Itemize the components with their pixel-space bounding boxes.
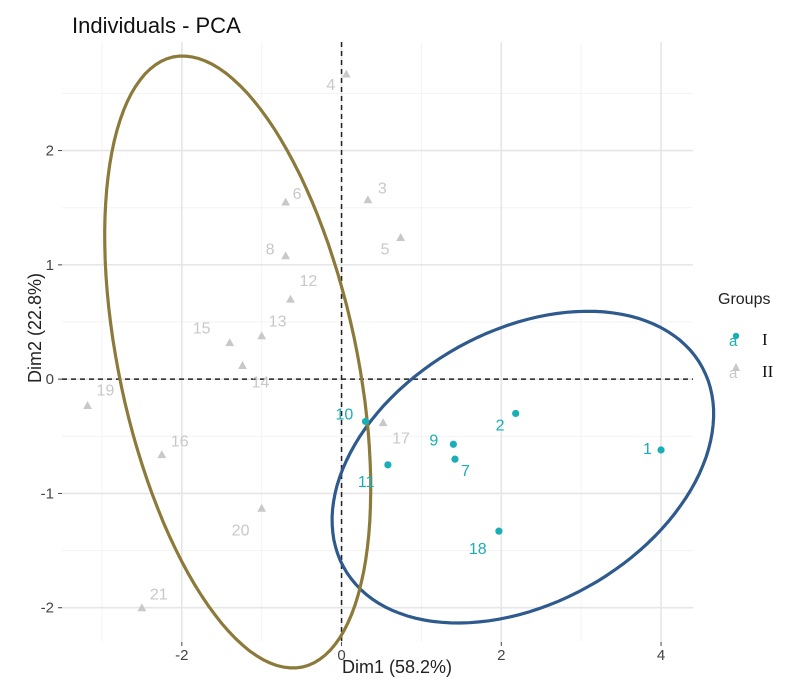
y-axis-title: Dim2 (22.8%) xyxy=(25,273,45,383)
point-18 xyxy=(495,527,503,535)
major-gridlines xyxy=(62,42,693,642)
point-label-10: 10 xyxy=(336,406,354,423)
point-15 xyxy=(225,338,235,347)
point-11 xyxy=(384,461,392,469)
ellipse-group-I xyxy=(330,309,716,625)
group-ellipses xyxy=(103,54,716,670)
point-7 xyxy=(451,455,459,463)
legend-title: Groups xyxy=(718,291,770,308)
legend-label-II: II xyxy=(762,362,774,381)
point-label-3: 3 xyxy=(378,181,387,198)
point-label-12: 12 xyxy=(299,273,317,290)
point-10 xyxy=(361,417,370,426)
point-21 xyxy=(137,603,147,612)
point-9 xyxy=(449,440,457,448)
legend-key-glyph-I: a xyxy=(729,333,738,350)
point-label-13: 13 xyxy=(269,314,287,331)
point-19 xyxy=(83,401,92,409)
reference-lines xyxy=(62,42,693,642)
point-label-21: 21 xyxy=(150,587,168,604)
x-tick-label: 4 xyxy=(657,647,665,664)
point-label-8: 8 xyxy=(266,242,275,259)
point-label-9: 9 xyxy=(429,432,438,449)
point-14 xyxy=(238,361,247,369)
y-tick-label: -2 xyxy=(41,600,54,617)
point-label-7: 7 xyxy=(461,463,470,480)
point-16 xyxy=(157,450,167,459)
y-tick-label: 2 xyxy=(46,143,54,160)
point-17 xyxy=(378,418,388,427)
y-axis-ticks: -2 -1 0 1 2 xyxy=(41,143,62,617)
point-3 xyxy=(363,195,373,204)
x-tick-label: 2 xyxy=(497,647,505,664)
point-13 xyxy=(257,331,267,340)
point-label-5: 5 xyxy=(381,241,390,258)
legend-key-glyph-II: a xyxy=(729,365,738,382)
point-label-17: 17 xyxy=(392,431,410,448)
y-tick-label: -1 xyxy=(41,485,54,502)
point-label-4: 4 xyxy=(326,77,335,94)
minor-gridlines xyxy=(62,42,693,642)
x-tick-label: 0 xyxy=(337,647,345,664)
point-2 xyxy=(512,409,520,418)
x-axis-ticks: -2 0 2 4 xyxy=(175,642,665,664)
legend-key-point-I xyxy=(732,332,740,340)
legend-items: a Ia II xyxy=(729,330,774,382)
point-label-6: 6 xyxy=(293,186,302,203)
point-8 xyxy=(281,251,291,260)
legend-label-I: I xyxy=(762,330,768,349)
point-label-16: 16 xyxy=(171,434,189,451)
point-4 xyxy=(341,69,351,78)
point-label-19: 19 xyxy=(97,382,115,399)
point-5 xyxy=(396,233,406,241)
legend-key-point-II xyxy=(732,363,740,371)
x-axis-title: Dim1 (58.2%) xyxy=(342,657,452,677)
y-tick-label: 0 xyxy=(46,371,54,388)
point-label-20: 20 xyxy=(232,522,250,539)
point-label-15: 15 xyxy=(193,321,211,338)
point-12 xyxy=(286,294,295,303)
chart-title: Individuals - PCA xyxy=(72,13,241,38)
point-label-11: 11 xyxy=(358,474,375,491)
x-tick-label: -2 xyxy=(175,647,188,664)
data-points xyxy=(83,69,665,612)
point-6 xyxy=(281,197,291,206)
point-20 xyxy=(257,503,267,512)
point-label-18: 18 xyxy=(469,541,487,558)
y-tick-label: 1 xyxy=(46,257,54,274)
point-label-14: 14 xyxy=(252,374,270,391)
legend: Groups a Ia II xyxy=(718,291,774,382)
point-label-1: 1 xyxy=(643,441,652,458)
point-1 xyxy=(657,446,665,454)
point-label-2: 2 xyxy=(496,417,505,434)
ellipse-group-II xyxy=(103,54,373,670)
